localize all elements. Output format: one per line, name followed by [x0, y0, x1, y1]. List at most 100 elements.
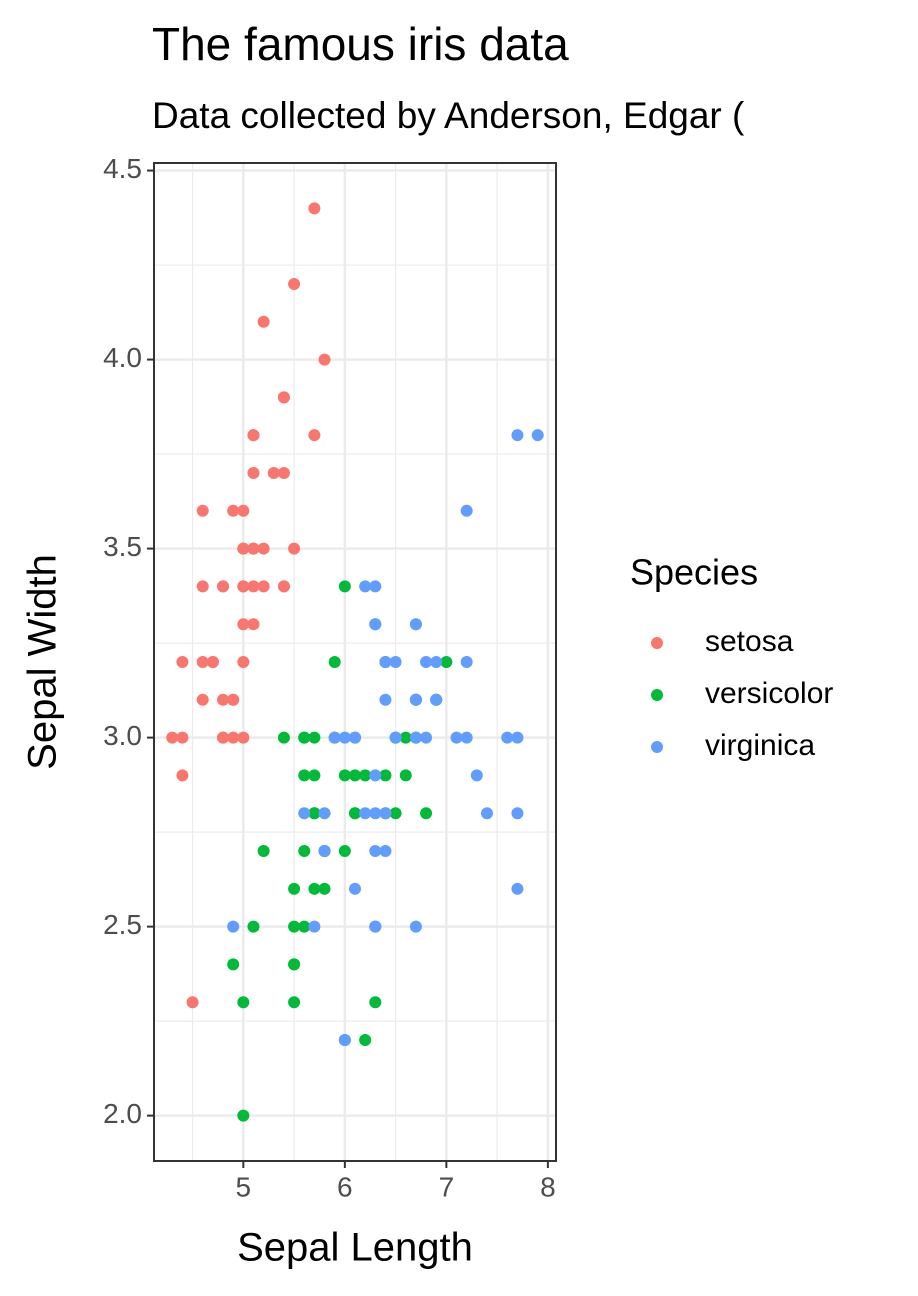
point [257, 845, 270, 858]
point [531, 429, 544, 442]
point [460, 731, 473, 744]
y-axis-title: Sepal Width [21, 554, 65, 770]
point [227, 504, 240, 517]
point [186, 996, 199, 1009]
point [338, 580, 351, 593]
panel-border [153, 162, 557, 1162]
point [206, 656, 219, 668]
point [409, 693, 422, 706]
legend-label: versicolor [705, 677, 833, 710]
legend-marker [651, 741, 663, 753]
legend-marker [651, 689, 663, 701]
point [359, 1034, 372, 1047]
point [288, 920, 301, 933]
point [450, 731, 463, 744]
point [298, 769, 311, 782]
x-tick-label: 8 [540, 1171, 556, 1202]
y-tick-label: 4.0 [103, 342, 142, 373]
point [409, 920, 422, 933]
chart-subtitle: Data collected by Anderson, Edgar ( [152, 95, 745, 136]
x-axis-title: Sepal Length [237, 1226, 473, 1270]
point [196, 693, 209, 706]
point [379, 693, 392, 706]
point [338, 769, 351, 782]
point [298, 807, 311, 820]
legend-label: virginica [705, 729, 815, 762]
point [176, 769, 189, 782]
point [349, 807, 361, 820]
x-tick-label: 6 [337, 1171, 353, 1202]
point [338, 1034, 351, 1047]
point [196, 580, 209, 593]
x-tick-label: 7 [439, 1171, 455, 1202]
legend-marker [651, 637, 663, 649]
point [257, 315, 270, 328]
point [237, 731, 250, 744]
legend-label: setosa [705, 625, 794, 658]
point [288, 996, 301, 1009]
point [369, 580, 382, 593]
point [379, 656, 392, 668]
point [227, 958, 240, 971]
point [389, 731, 402, 744]
point [399, 769, 412, 782]
point [308, 202, 321, 215]
chart-title: The famous iris data [152, 18, 569, 70]
point [349, 882, 361, 895]
point [308, 731, 321, 744]
point [227, 920, 240, 933]
point [237, 996, 250, 1009]
point [237, 618, 250, 631]
point [511, 882, 524, 895]
point [237, 1109, 250, 1122]
point [227, 731, 240, 744]
point [349, 731, 361, 744]
point [277, 580, 290, 593]
point [298, 845, 311, 858]
y-tick-label: 2.5 [103, 909, 142, 940]
y-tick-label: 3.5 [103, 531, 142, 562]
point [277, 731, 290, 744]
point [369, 920, 382, 933]
point [328, 731, 341, 744]
point [196, 656, 209, 668]
point [318, 807, 331, 820]
point [247, 542, 260, 555]
point [359, 807, 372, 820]
point [399, 731, 412, 744]
point [288, 542, 301, 555]
point [247, 429, 260, 442]
point [420, 731, 433, 744]
point [298, 920, 311, 933]
point [369, 996, 382, 1009]
point [338, 845, 351, 858]
y-tick-label: 3.0 [103, 720, 142, 751]
point [379, 807, 392, 820]
point [349, 769, 361, 782]
point [247, 618, 260, 631]
point [308, 429, 321, 442]
point [308, 882, 321, 895]
point [247, 466, 260, 479]
point [227, 693, 240, 706]
y-tick-label: 2.0 [103, 1098, 142, 1129]
point [288, 277, 301, 290]
point [237, 656, 250, 668]
point [420, 807, 433, 820]
point [237, 580, 250, 593]
point [369, 845, 382, 858]
point [359, 580, 372, 593]
point [267, 466, 280, 479]
point [217, 693, 230, 706]
point [298, 731, 311, 744]
point [430, 656, 443, 668]
point [409, 618, 422, 631]
point [511, 807, 524, 820]
point [166, 731, 179, 744]
point [176, 656, 189, 668]
point [257, 580, 270, 593]
point [308, 920, 321, 933]
point [277, 466, 290, 479]
point [369, 807, 382, 820]
point [440, 656, 453, 668]
